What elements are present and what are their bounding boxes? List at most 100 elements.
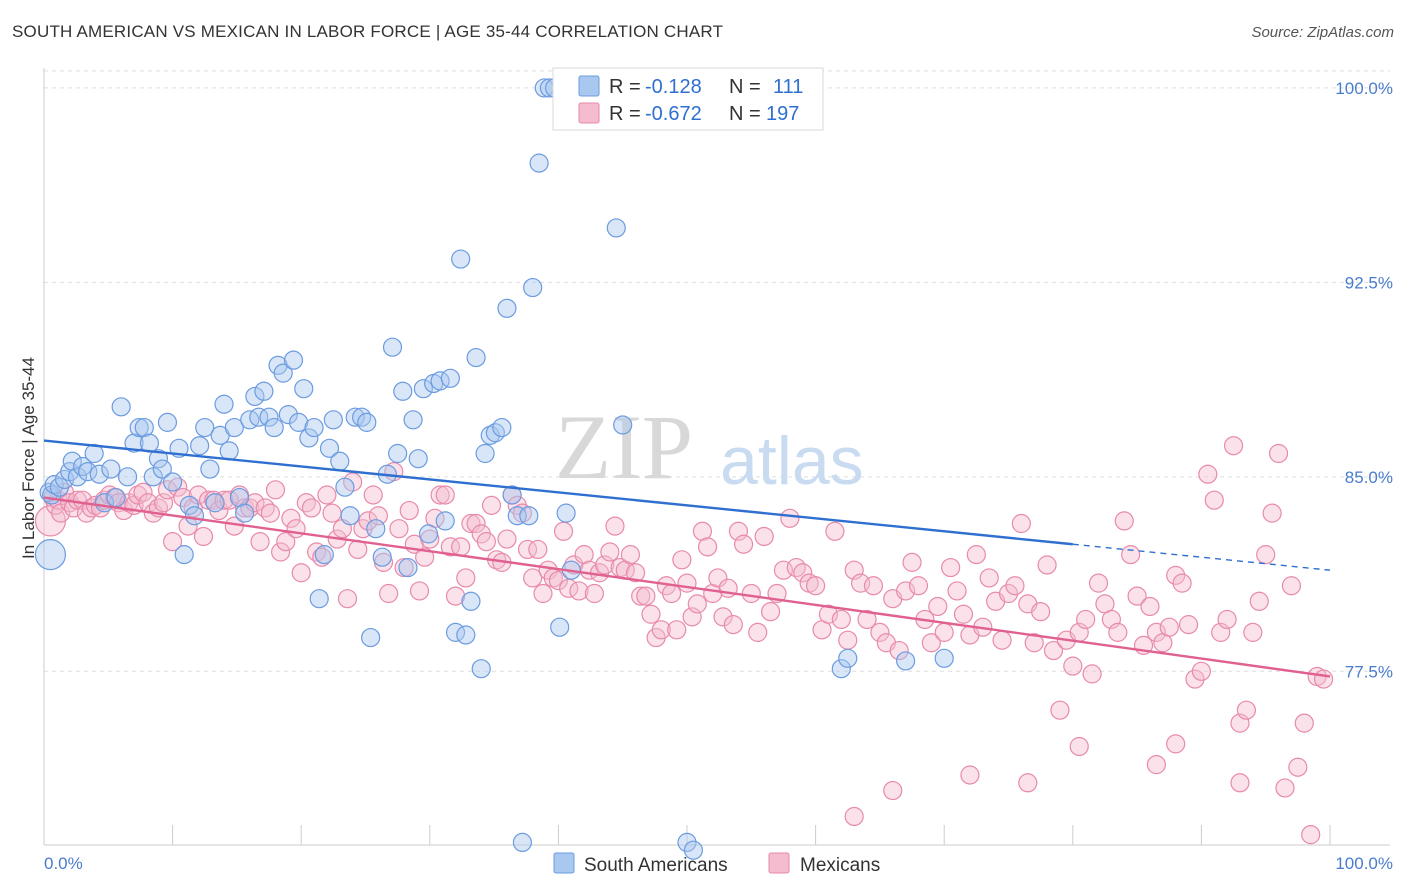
south-americans-point-62	[345, 407, 365, 427]
south-americans-point-39	[229, 487, 250, 508]
mexicans-point-143	[760, 602, 781, 622]
mexicans-point-206	[1166, 565, 1186, 585]
mexicans-point-98	[523, 568, 543, 588]
south-americans-point-55	[309, 589, 329, 609]
mexicans-point-50	[276, 532, 296, 552]
south-americans-point-97	[529, 153, 549, 173]
south-americans-point-3	[34, 539, 67, 571]
south-americans-point-88	[480, 425, 500, 445]
south-americans-points	[34, 78, 954, 860]
mexicans-point-184	[1024, 633, 1044, 653]
mexicans-point-227	[1301, 825, 1321, 845]
mexicans-point-70	[379, 583, 399, 604]
watermark: ZIP atlas	[555, 396, 864, 499]
mexicans-point-168	[921, 633, 941, 653]
south-americans-point-15	[106, 487, 126, 508]
mexicans-point-28	[163, 532, 183, 552]
stats-row-1-r-label: R =	[609, 76, 641, 98]
south-americans-point-63	[352, 407, 372, 427]
mexicans-point-226	[1294, 713, 1314, 733]
mexicans-point-110	[584, 583, 605, 604]
south-americans-point-49	[278, 405, 298, 425]
mexicans-point-142	[754, 526, 774, 547]
south-americans-trend-extension	[1072, 543, 1331, 571]
mexicans-point-199	[1121, 545, 1141, 565]
legend-south-americans-label: South Americans	[584, 855, 728, 876]
mexicans-point-100	[533, 583, 553, 604]
south-americans-point-79	[435, 511, 455, 531]
south-americans-point-56	[314, 545, 334, 565]
stats-row-2-n-value: 197	[766, 103, 799, 125]
south-americans-point-65	[361, 627, 381, 648]
stats-row-1-n-label: N =	[729, 76, 761, 98]
mexicans-point-203	[1146, 622, 1166, 642]
south-americans-point-96	[523, 277, 543, 298]
mexicans-point-225	[1288, 757, 1308, 777]
watermark-atlas: atlas	[720, 423, 864, 499]
mexicans-point-197	[1108, 622, 1128, 642]
legend-south-americans-swatch	[553, 852, 575, 874]
mexicans-point-123	[651, 620, 671, 640]
mexicans-point-127	[672, 550, 692, 570]
south-americans-point-74	[408, 449, 428, 469]
south-americans-point-94	[512, 832, 532, 853]
south-americans-point-36	[214, 394, 234, 414]
mexicans-point-217	[1236, 700, 1257, 720]
y-tick-labels: 77.5% 85.0% 92.5% 100.0%	[1335, 79, 1393, 681]
south-americans-point-28	[174, 545, 194, 565]
mexicans-point-214	[1217, 609, 1237, 630]
south-americans-point-61	[340, 506, 360, 526]
south-americans-point-25	[157, 412, 178, 432]
south-americans-point-19	[129, 417, 149, 438]
south-americans-point-72	[398, 557, 418, 578]
south-americans-point-66	[366, 519, 386, 539]
x-tick-max: 100.0%	[1335, 854, 1393, 873]
south-americans-point-38	[224, 417, 244, 438]
south-americans-point-2	[44, 475, 64, 495]
south-americans-point-107	[683, 840, 704, 860]
mexicans-point-72	[389, 519, 409, 539]
mexicans-point-223	[1275, 778, 1295, 798]
mexicans-point-90	[481, 495, 502, 515]
mexicans-point-179	[992, 630, 1012, 650]
mexicans-point-119	[631, 586, 651, 606]
mexicans-point-62	[337, 589, 358, 609]
south-americans-point-69	[382, 337, 403, 357]
south-americans-point-89	[485, 423, 505, 443]
south-americans-point-16	[111, 397, 131, 417]
stats-row-1-r-value: -0.128	[645, 76, 702, 98]
south-americans-trend-line	[43, 439, 1073, 546]
mexicans-point-211	[1198, 464, 1218, 484]
mexicans-point-166	[908, 576, 929, 596]
mexicans-point-53	[291, 563, 311, 583]
south-americans-point-76	[418, 524, 439, 544]
mexicans-point-97	[517, 539, 538, 560]
mexicans-point-29	[168, 477, 188, 497]
south-americans-point-33	[200, 459, 220, 479]
south-americans-point-44	[254, 381, 274, 401]
mexicans-point-117	[620, 545, 641, 565]
south-americans-point-59	[330, 451, 350, 471]
mexicans-point-113	[600, 542, 620, 562]
mexicans-point-30	[173, 487, 193, 508]
mexicans-point-76	[409, 581, 430, 601]
axes	[43, 68, 1390, 846]
stats-row-2-r-label: R =	[609, 103, 641, 125]
mexicans-point-236	[1166, 734, 1186, 754]
south-americans-point-80	[440, 368, 460, 388]
south-americans-point-104	[606, 218, 626, 238]
south-americans-point-18	[124, 433, 144, 453]
mexicans-point-82	[440, 537, 460, 557]
mexicans-point-160	[870, 622, 890, 642]
legend-mexicans-swatch	[768, 852, 790, 874]
mexicans-point-147	[786, 557, 806, 578]
mexicans-point-177	[979, 568, 999, 588]
south-americans-point-52	[294, 379, 314, 399]
mexicans-point-234	[1069, 736, 1089, 757]
stats-legend-blue-swatch	[578, 75, 600, 97]
south-americans-point-42	[245, 386, 265, 407]
mexicans-point-103	[548, 570, 569, 591]
mexicans-point-158	[857, 609, 877, 630]
mexicans-point-126	[667, 620, 687, 640]
south-americans-point-92	[502, 485, 522, 505]
